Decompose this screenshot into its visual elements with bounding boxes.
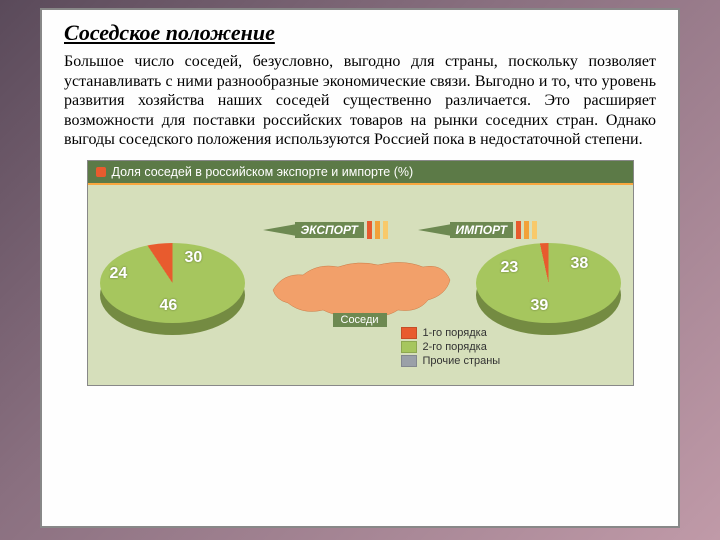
chart-container: Доля соседей в российском экспорте и имп… bbox=[87, 160, 634, 386]
legend-item: Прочие страны bbox=[401, 355, 501, 367]
import-value-3: 39 bbox=[531, 297, 549, 315]
export-value-3: 46 bbox=[160, 297, 178, 315]
slide-container: Соседское положение Большое число соседе… bbox=[40, 8, 680, 528]
legend-swatch-icon bbox=[401, 341, 417, 353]
legend-swatch-icon bbox=[401, 327, 417, 339]
export-value-2: 24 bbox=[110, 265, 128, 283]
import-value-2: 23 bbox=[501, 259, 519, 277]
legend-swatch-icon bbox=[401, 355, 417, 367]
stripes-icon bbox=[513, 221, 537, 239]
chart-body: ЭКСПОРТ ИМПОРТ bbox=[88, 185, 633, 385]
legend-text: 2-го порядка bbox=[423, 341, 487, 353]
import-value-1: 38 bbox=[571, 255, 589, 273]
body-paragraph: Большое число соседей, безусловно, выгод… bbox=[64, 52, 656, 150]
export-pie-chart: 30 24 46 bbox=[100, 243, 245, 338]
chart-header: Доля соседей в российском экспорте и имп… bbox=[88, 161, 633, 185]
import-pie-chart: 38 23 39 bbox=[476, 243, 621, 338]
import-label: ИМПОРТ bbox=[450, 222, 513, 238]
legend-text: Прочие страны bbox=[423, 355, 501, 367]
stripes-icon bbox=[364, 221, 388, 239]
arrow-left-icon bbox=[418, 224, 452, 236]
export-value-1: 30 bbox=[185, 249, 203, 267]
chart-title: Доля соседей в российском экспорте и имп… bbox=[112, 165, 414, 179]
export-label: ЭКСПОРТ bbox=[295, 222, 364, 238]
page-title: Соседское положение bbox=[64, 20, 656, 46]
export-label-banner: ЭКСПОРТ bbox=[263, 221, 388, 239]
legend-item: 2-го порядка bbox=[401, 341, 501, 353]
import-label-banner: ИМПОРТ bbox=[418, 221, 537, 239]
neighbors-label: Соседи bbox=[333, 313, 387, 327]
bullet-icon bbox=[96, 167, 106, 177]
arrow-left-icon bbox=[263, 224, 297, 236]
